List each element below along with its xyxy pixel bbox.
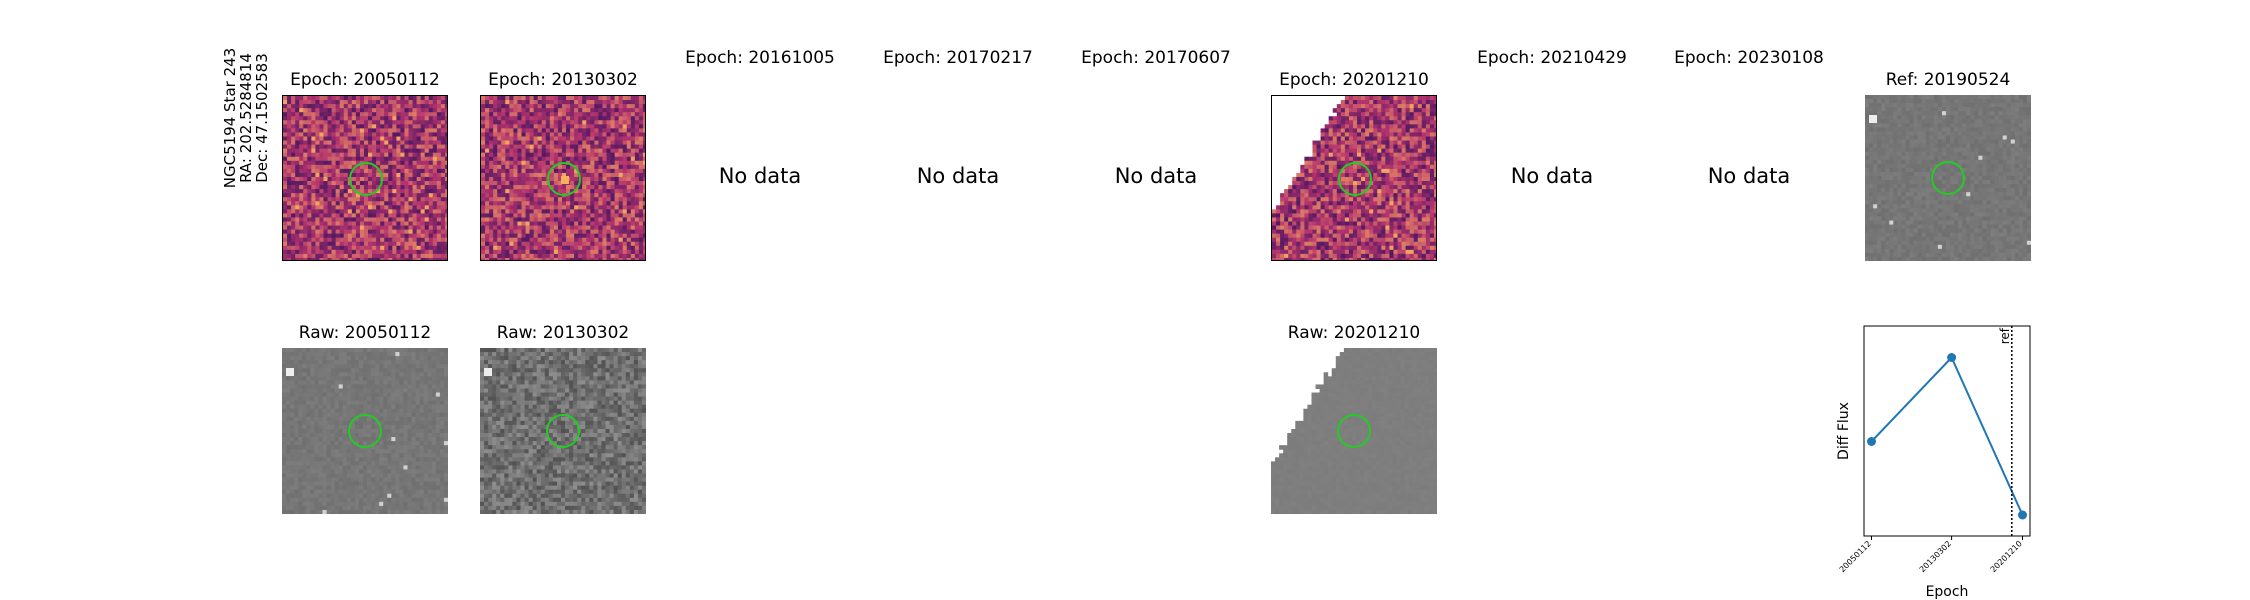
raw-title-1: Raw: 20050112 [298, 323, 432, 343]
epoch-title-1: Epoch: 20050112 [290, 70, 440, 90]
raw-image-20201210 [1271, 348, 1437, 514]
x-tick-label-20201210: 20201210 [1989, 539, 2024, 574]
series-line [1870, 355, 2024, 516]
x-axis-label: Epoch [1926, 584, 1969, 600]
ref-image-20190524 [1865, 95, 2031, 261]
target-circle [547, 162, 581, 196]
light-curve-chart: ref 20050112 20130302 20201210 Diff Flux Ep… [1836, 325, 2031, 600]
star-dec: Dec: 47.1502583 [253, 53, 271, 183]
y-axis-label: Diff Flux [1836, 402, 1852, 460]
epoch-title-4: Epoch: 20170217 [883, 48, 1033, 68]
target-circle [1337, 414, 1371, 448]
no-data-label-5: No data [1114, 164, 1198, 188]
target-circle [349, 162, 383, 196]
diff-image-20130302 [480, 95, 646, 261]
raw-title-2: Raw: 20130302 [496, 323, 630, 343]
reference-line-label: ref [1998, 327, 2012, 344]
ref-title: Ref: 20190524 [1885, 70, 2011, 90]
star-name: NGC5194 Star 243 [221, 47, 239, 189]
target-circle [1338, 162, 1372, 196]
target-circle [1931, 161, 1965, 195]
epoch-title-8: Epoch: 20230108 [1674, 48, 1824, 68]
star-source [561, 176, 569, 184]
epoch-title-5: Epoch: 20170607 [1081, 48, 1231, 68]
data-point-20050112 [1867, 437, 1876, 446]
star-ra: RA: 202.5284814 [237, 53, 255, 183]
epoch-title-7: Epoch: 20210429 [1477, 48, 1627, 68]
no-data-label-8: No data [1707, 164, 1791, 188]
diff-image-20050112 [282, 95, 448, 261]
x-tick-label-20130302: 20130302 [1918, 539, 1953, 574]
star-info: NGC5194 Star 243 RA: 202.5284814 Dec: 47… [221, 0, 282, 243]
plot-frame [1863, 325, 2031, 537]
x-tick-label-20050112: 20050112 [1838, 539, 1873, 574]
data-point-20130302 [1947, 353, 1957, 362]
raw-image-20130302 [480, 348, 646, 514]
raw-title-3: Raw: 20201210 [1287, 323, 1421, 343]
no-data-label-3: No data [718, 164, 802, 188]
no-data-label-4: No data [916, 164, 1000, 188]
data-point-20201210 [2018, 510, 2027, 520]
epoch-title-6: Epoch: 20201210 [1279, 70, 1429, 90]
epoch-title-3: Epoch: 20161005 [685, 48, 835, 68]
target-circle [546, 414, 580, 448]
diff-image-20201210 [1271, 95, 1437, 261]
no-data-label-7: No data [1510, 164, 1594, 188]
raw-image-20050112 [282, 348, 448, 514]
epoch-title-2: Epoch: 20130302 [488, 70, 638, 90]
target-circle [348, 414, 382, 448]
